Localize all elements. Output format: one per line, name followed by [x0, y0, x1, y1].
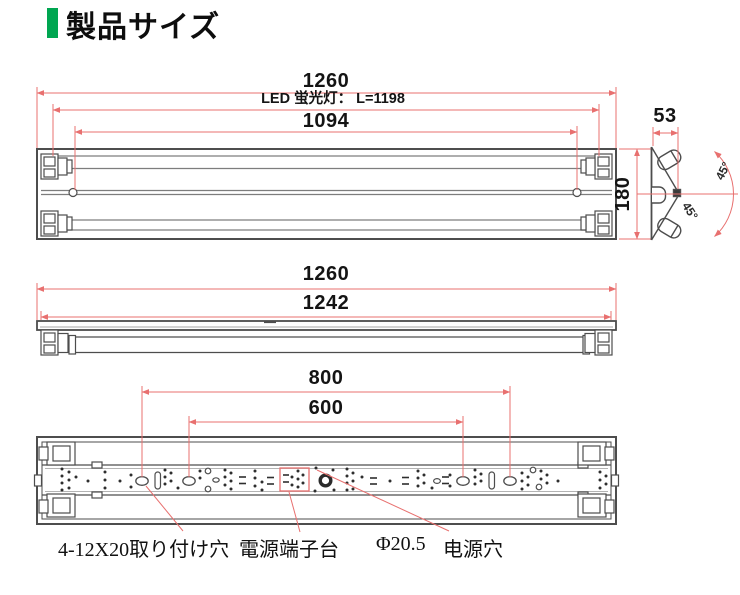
leader-power-hole	[316, 469, 450, 532]
dim-front-overall: 1260	[302, 70, 350, 92]
mounting-hole	[456, 476, 470, 486]
mounting-hole	[135, 476, 149, 486]
front-view-body	[36, 148, 617, 240]
end-view-body	[650, 146, 682, 241]
dim-side-overall: 1260	[302, 263, 350, 285]
leader-mounting-hole	[145, 485, 184, 532]
dim-end-depth: 53	[653, 105, 677, 127]
holder-box-lower-left	[38, 493, 76, 518]
side-view-body	[36, 320, 617, 356]
dim-front-tube: LED 蛍光灯： L=1198	[261, 91, 405, 107]
dim-back-inner: 600	[308, 397, 344, 419]
punch-slots	[239, 474, 449, 485]
leader-terminal-block	[288, 491, 301, 533]
back-view-dimensions	[141, 386, 511, 533]
pitch-hole-left	[68, 187, 78, 198]
holder-box-upper-left	[38, 441, 76, 466]
power-hole	[318, 473, 333, 488]
holder-box-lower-right	[577, 493, 615, 518]
label-mounting-holes: 4-12X20取り付け穴	[58, 539, 230, 561]
mounting-hole	[503, 476, 517, 486]
socket-lower-left	[40, 210, 73, 237]
holder-box-upper-right	[577, 441, 615, 466]
socket-lower-right	[580, 210, 613, 237]
socket-upper-right	[580, 153, 613, 180]
label-power-hole: 电源穴	[443, 539, 503, 561]
rivet-dots	[60, 466, 608, 493]
side-view-dimensions	[36, 283, 617, 320]
dim-front-height: 180	[612, 176, 634, 212]
title-accent-bar	[47, 8, 58, 38]
side-socket-right	[584, 329, 613, 356]
dim-back-outer: 800	[308, 367, 344, 389]
page-title: 製品サイズ	[66, 11, 221, 44]
label-hole-diameter: Φ20.5	[376, 533, 426, 555]
end-view-dimensions	[637, 127, 738, 237]
front-view-dimensions	[36, 87, 651, 240]
label-terminal-block: 電源端子台	[239, 539, 339, 561]
socket-upper-left	[40, 153, 73, 180]
side-socket-left	[40, 329, 69, 356]
dim-front-hole-pitch: 1094	[302, 110, 350, 132]
dim-side-body: 1242	[302, 292, 350, 314]
terminal-block-highlight	[279, 467, 310, 492]
mounting-hole	[182, 476, 196, 486]
back-view-body	[33, 436, 620, 525]
